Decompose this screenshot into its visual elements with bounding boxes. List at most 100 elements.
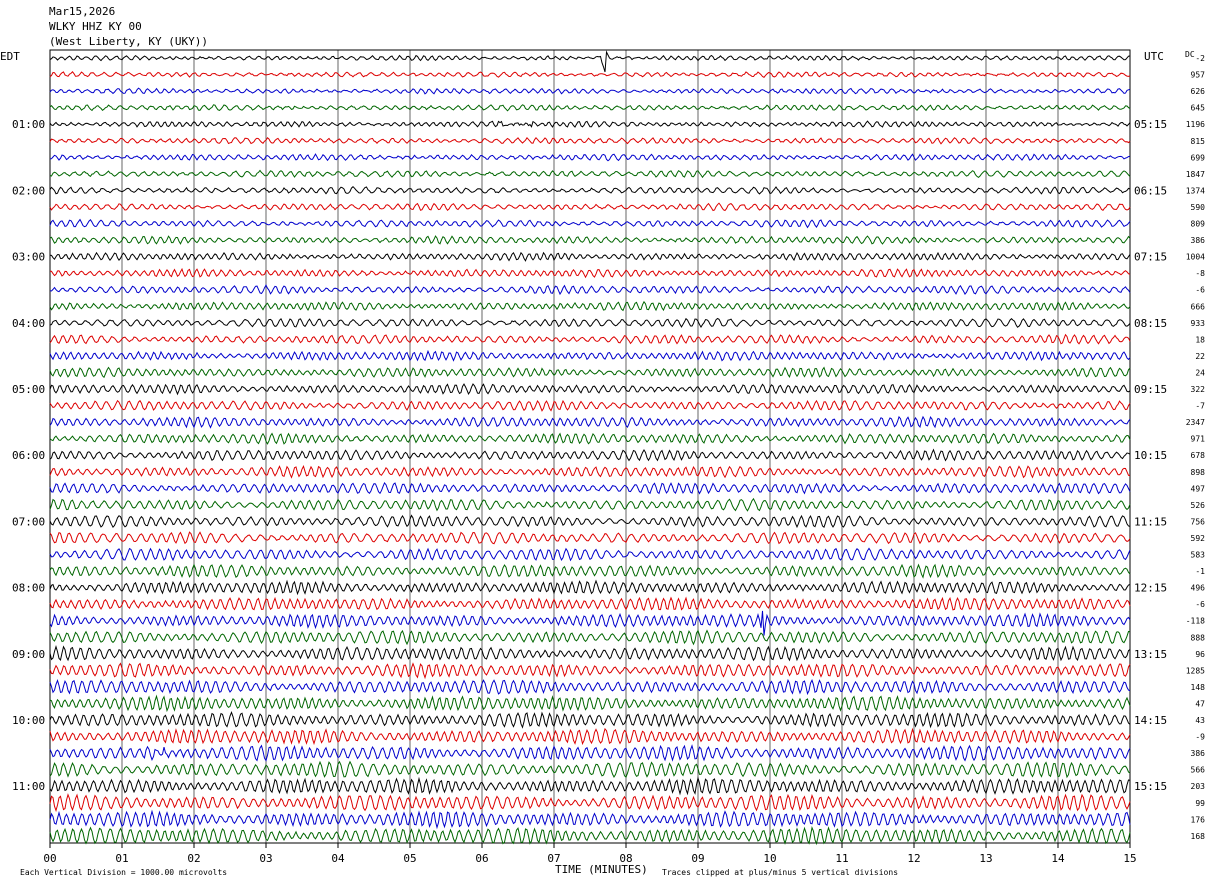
dc-offset-label: 148 <box>1191 683 1206 692</box>
seismic-trace-blue <box>49 218 1131 229</box>
utc-time-label: 05:15 <box>1134 118 1167 131</box>
edt-time-label: 07:00 <box>12 515 45 528</box>
x-tick-label: 02 <box>187 852 200 865</box>
utc-axis-title: UTC <box>1144 50 1164 63</box>
edt-time-label: 11:00 <box>12 780 45 793</box>
seismic-trace-blue <box>49 678 1131 696</box>
dc-offset-label: 322 <box>1191 385 1206 394</box>
seismic-trace-red <box>49 662 1131 680</box>
dc-offset-label: 24 <box>1195 368 1205 377</box>
seismic-trace-green <box>49 366 1131 379</box>
seismic-trace-black <box>49 120 1131 128</box>
location-label: (West Liberty, KY (UKY)) <box>49 35 208 48</box>
edt-time-label: 06:00 <box>12 449 45 462</box>
edt-time-label: 03:00 <box>12 251 45 264</box>
dc-offset-label: -6 <box>1195 600 1205 609</box>
utc-time-label: 14:15 <box>1134 714 1167 727</box>
edt-time-label: 04:00 <box>12 317 45 330</box>
utc-time-label: 12:15 <box>1134 582 1167 595</box>
dc-offset-label: 957 <box>1191 71 1206 80</box>
seismic-trace-red <box>49 596 1131 612</box>
dc-offset-label: 583 <box>1191 551 1206 560</box>
dc-offset-label: 590 <box>1191 203 1206 212</box>
dc-offset-label: 898 <box>1191 468 1206 477</box>
x-axis-title: TIME (MINUTES) <box>555 863 648 876</box>
edt-time-label: 01:00 <box>12 118 45 131</box>
seismic-trace-black <box>49 579 1131 596</box>
seismic-traces <box>49 50 1131 846</box>
dc-offset-label: 386 <box>1191 749 1206 758</box>
x-tick-label: 03 <box>259 852 272 865</box>
seismic-trace-red <box>49 202 1131 212</box>
x-tick-label: 01 <box>115 852 128 865</box>
dc-offset-label: 496 <box>1191 584 1206 593</box>
dc-offset-label: 666 <box>1191 302 1206 311</box>
utc-time-label: 08:15 <box>1134 317 1167 330</box>
dc-offset-label: -8 <box>1195 269 1205 278</box>
seismic-trace-green <box>49 629 1131 646</box>
seismic-trace-green <box>49 694 1131 713</box>
dc-offset-label: -2 <box>1195 54 1205 63</box>
x-tick-label: 13 <box>979 852 992 865</box>
utc-time-labels: 05:15 06:15 07:15 08:15 09:15 10:15 11:15 12:15… <box>1134 118 1167 793</box>
seismic-trace-blue <box>49 547 1131 562</box>
edt-time-label: 10:00 <box>12 714 45 727</box>
seismic-trace-red <box>49 136 1131 145</box>
seismic-trace-black <box>49 383 1131 396</box>
x-tick-label: 14 <box>1051 852 1065 865</box>
dc-offset-label: 22 <box>1195 352 1205 361</box>
seismic-trace-black <box>49 710 1131 729</box>
edt-time-label: 02:00 <box>12 184 45 197</box>
dc-offset-label: 1196 <box>1186 120 1205 129</box>
plot-frame <box>49 49 1131 844</box>
seismic-trace-blue <box>49 284 1131 296</box>
dc-offset-label: 203 <box>1191 782 1206 791</box>
dc-offset-label: 592 <box>1191 534 1206 543</box>
seismic-trace-black <box>49 317 1131 328</box>
x-tick-label: 06 <box>475 852 488 865</box>
dc-offset-label: 809 <box>1191 220 1206 229</box>
dc-offset-label: 96 <box>1195 650 1205 659</box>
seismic-trace-blue <box>49 744 1131 762</box>
dc-offset-labels: -295762664511968156991847137459080938610… <box>1186 54 1205 841</box>
dc-offset-label: 1004 <box>1186 253 1205 262</box>
seismic-trace-black <box>49 448 1131 462</box>
seismic-trace-black <box>49 50 1131 73</box>
seismic-trace-green <box>49 300 1131 312</box>
dc-offset-label: -118 <box>1186 617 1205 626</box>
seismic-trace-blue <box>49 481 1131 495</box>
seismic-trace-red <box>50 267 1131 279</box>
dc-offset-label: 497 <box>1191 484 1206 493</box>
dc-offset-label: 176 <box>1191 815 1206 824</box>
dc-offset-label: 1374 <box>1186 186 1205 195</box>
edt-axis-title: EDT <box>0 50 20 63</box>
seismic-trace-green <box>49 104 1131 112</box>
seismic-trace-blue <box>49 349 1131 362</box>
dc-offset-label: 756 <box>1191 517 1206 526</box>
dc-offset-label: 645 <box>1191 104 1206 113</box>
dc-offset-label: 815 <box>1191 137 1206 146</box>
x-tick-label: 10 <box>763 852 776 865</box>
dc-offset-label: -9 <box>1195 733 1205 742</box>
utc-time-label: 07:15 <box>1134 251 1167 264</box>
seismic-trace-green <box>49 432 1131 445</box>
dc-offset-label: 43 <box>1195 716 1205 725</box>
seismic-trace-red <box>49 333 1131 345</box>
seismic-trace-green <box>49 235 1131 245</box>
x-tick-label: 07 <box>547 852 560 865</box>
seismic-trace-blue <box>49 809 1131 830</box>
dc-offset-label: -6 <box>1195 286 1205 295</box>
x-tick-label: 00 <box>43 852 56 865</box>
x-tick-label: 11 <box>835 852 848 865</box>
dc-offset-label: 888 <box>1191 633 1206 642</box>
seismic-trace-green <box>49 760 1131 779</box>
dc-offset-label: -7 <box>1195 402 1205 411</box>
dc-offset-label: 386 <box>1191 236 1206 245</box>
utc-time-label: 06:15 <box>1134 184 1167 197</box>
dc-offset-label: 678 <box>1191 451 1206 460</box>
dc-offset-label: 971 <box>1191 435 1206 444</box>
edt-time-labels: 01:00 02:00 03:00 04:00 05:00 06:00 07:00 08:00… <box>12 118 45 793</box>
x-tick-label: 08 <box>619 852 632 865</box>
edt-time-label: 09:00 <box>12 648 45 661</box>
